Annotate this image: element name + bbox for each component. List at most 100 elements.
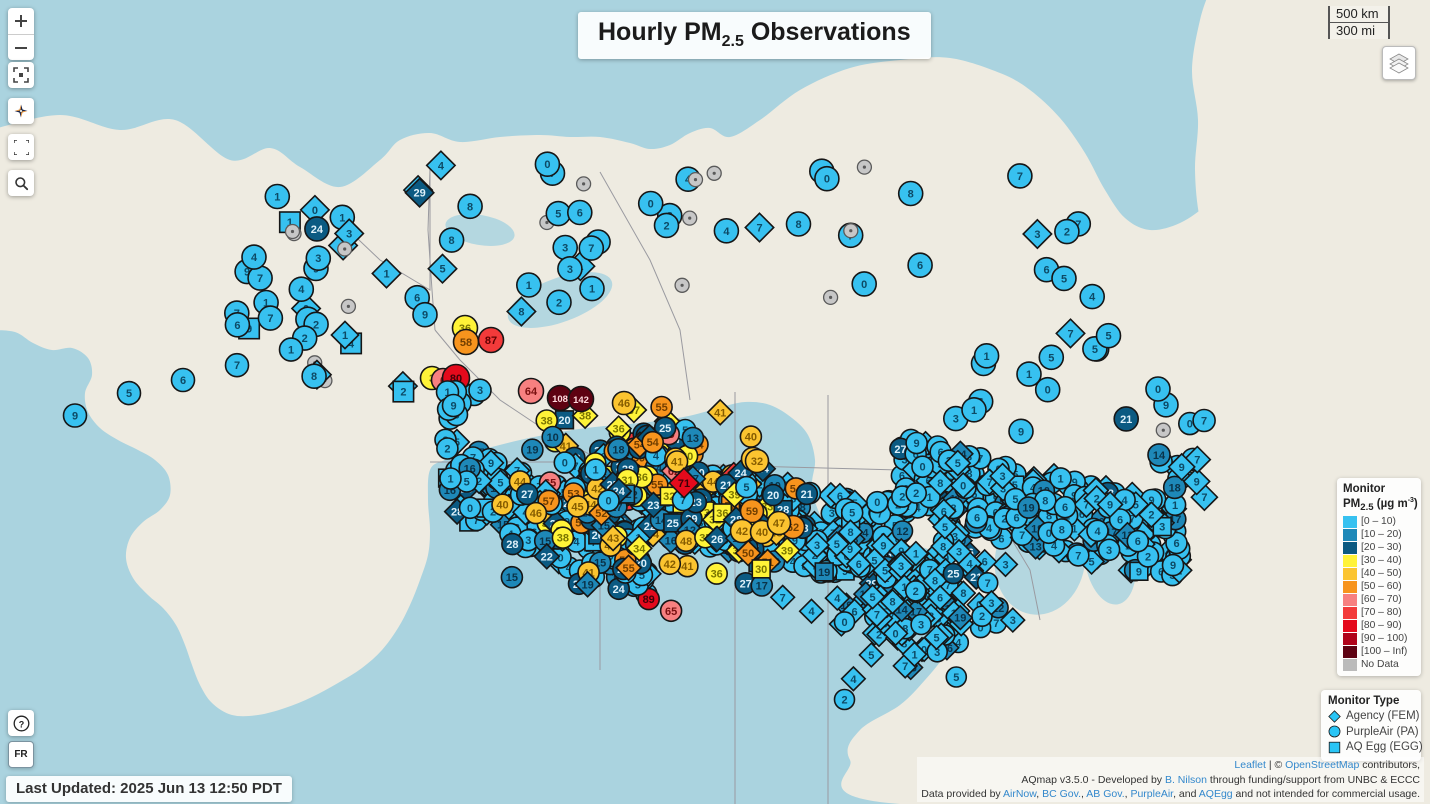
svg-text:3: 3 — [956, 547, 962, 559]
svg-text:4: 4 — [808, 606, 815, 618]
svg-text:59: 59 — [746, 506, 758, 518]
svg-text:47: 47 — [773, 518, 785, 530]
svg-text:3: 3 — [1106, 545, 1112, 557]
svg-text:5: 5 — [882, 566, 888, 578]
svg-text:42: 42 — [736, 526, 748, 538]
svg-text:40: 40 — [756, 527, 768, 539]
svg-text:2: 2 — [841, 695, 847, 707]
svg-text:6: 6 — [1014, 513, 1020, 525]
svg-text:3: 3 — [953, 414, 959, 426]
svg-text:1: 1 — [288, 345, 294, 357]
svg-text:12: 12 — [896, 526, 908, 538]
svg-text:8: 8 — [311, 371, 317, 383]
svg-text:8: 8 — [1059, 524, 1065, 536]
svg-text:2: 2 — [1064, 227, 1070, 239]
svg-text:?: ? — [18, 719, 24, 729]
svg-text:5: 5 — [1105, 331, 1111, 343]
svg-text:43: 43 — [607, 533, 619, 545]
svg-text:19: 19 — [1022, 503, 1034, 515]
svg-text:7: 7 — [588, 243, 594, 255]
svg-text:27: 27 — [740, 578, 752, 590]
svg-text:5: 5 — [1012, 494, 1018, 506]
svg-text:142: 142 — [573, 395, 589, 406]
svg-text:0: 0 — [1187, 419, 1193, 431]
svg-text:8: 8 — [449, 235, 455, 247]
svg-text:1: 1 — [927, 492, 933, 504]
svg-text:0: 0 — [467, 503, 473, 515]
svg-text:7: 7 — [1201, 416, 1207, 428]
svg-text:8: 8 — [908, 189, 914, 201]
svg-text:5: 5 — [1048, 352, 1054, 364]
svg-text:0: 0 — [893, 628, 899, 640]
svg-text:65: 65 — [665, 606, 677, 618]
svg-text:0: 0 — [1155, 384, 1161, 396]
svg-text:4: 4 — [1094, 526, 1101, 538]
svg-text:0: 0 — [841, 617, 847, 629]
svg-text:0: 0 — [1045, 385, 1051, 397]
svg-text:7: 7 — [1075, 550, 1081, 562]
svg-text:0: 0 — [960, 481, 966, 493]
svg-text:7: 7 — [780, 592, 786, 604]
svg-text:5: 5 — [834, 539, 840, 551]
svg-text:8: 8 — [795, 219, 801, 231]
svg-text:5: 5 — [555, 209, 561, 221]
svg-text:54: 54 — [647, 437, 660, 449]
svg-text:7: 7 — [234, 360, 240, 372]
svg-text:5: 5 — [464, 477, 470, 489]
svg-text:6: 6 — [180, 375, 186, 387]
svg-text:5: 5 — [868, 650, 874, 662]
svg-text:6: 6 — [1135, 536, 1141, 548]
svg-text:0: 0 — [562, 458, 568, 470]
svg-text:4: 4 — [1089, 292, 1096, 304]
svg-text:108: 108 — [552, 394, 568, 405]
svg-text:3: 3 — [315, 253, 321, 265]
svg-text:5: 5 — [849, 508, 855, 520]
svg-text:7: 7 — [257, 273, 263, 285]
svg-text:28: 28 — [506, 539, 518, 551]
svg-text:27: 27 — [521, 489, 533, 501]
svg-text:2: 2 — [444, 444, 450, 456]
svg-text:6: 6 — [1043, 265, 1049, 277]
svg-text:1: 1 — [1172, 500, 1178, 512]
svg-text:10: 10 — [547, 432, 559, 444]
svg-text:7: 7 — [267, 313, 273, 325]
svg-text:46: 46 — [618, 398, 630, 410]
svg-text:7: 7 — [902, 661, 908, 673]
svg-text:24: 24 — [311, 224, 324, 236]
svg-text:19: 19 — [526, 445, 538, 457]
svg-text:3: 3 — [1159, 522, 1165, 534]
svg-text:7: 7 — [756, 223, 762, 235]
svg-text:3: 3 — [1010, 615, 1016, 627]
svg-text:8: 8 — [890, 597, 896, 609]
svg-text:23: 23 — [647, 500, 659, 512]
svg-text:45: 45 — [571, 501, 583, 513]
svg-text:18: 18 — [1169, 482, 1181, 494]
svg-text:3: 3 — [562, 243, 568, 255]
svg-text:38: 38 — [541, 416, 553, 428]
svg-text:2: 2 — [302, 333, 308, 345]
svg-text:8: 8 — [937, 478, 943, 490]
svg-text:5: 5 — [743, 482, 749, 494]
svg-text:0: 0 — [544, 159, 550, 171]
svg-text:39: 39 — [781, 545, 793, 557]
svg-text:5: 5 — [933, 632, 939, 644]
svg-text:9: 9 — [914, 438, 920, 450]
svg-text:9: 9 — [1018, 426, 1024, 438]
svg-text:2: 2 — [913, 586, 919, 598]
svg-text:3: 3 — [918, 620, 924, 632]
svg-text:41: 41 — [714, 407, 726, 419]
svg-text:0: 0 — [557, 552, 563, 564]
svg-text:1: 1 — [274, 192, 280, 204]
svg-text:6: 6 — [1062, 502, 1068, 514]
svg-text:5: 5 — [126, 388, 132, 400]
svg-text:0: 0 — [605, 496, 611, 508]
svg-text:0: 0 — [312, 205, 318, 217]
svg-text:4: 4 — [834, 593, 841, 605]
svg-text:25: 25 — [659, 423, 671, 435]
svg-text:25: 25 — [947, 569, 959, 581]
svg-text:40: 40 — [745, 432, 757, 444]
svg-text:1: 1 — [447, 474, 453, 486]
svg-text:5: 5 — [955, 458, 961, 470]
svg-text:6: 6 — [577, 208, 583, 220]
svg-text:4: 4 — [438, 160, 445, 172]
